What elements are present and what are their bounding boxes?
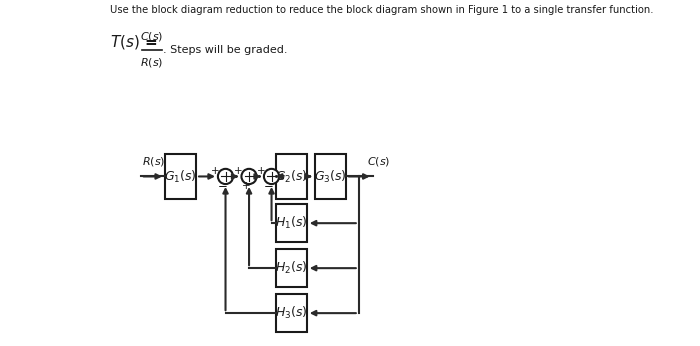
FancyBboxPatch shape bbox=[276, 204, 307, 242]
Text: $R(s)$: $R(s)$ bbox=[140, 56, 164, 70]
FancyBboxPatch shape bbox=[165, 154, 196, 199]
Circle shape bbox=[241, 169, 257, 184]
FancyBboxPatch shape bbox=[276, 154, 307, 199]
Text: −: − bbox=[218, 180, 228, 193]
Text: $H_3(s)$: $H_3(s)$ bbox=[275, 305, 307, 321]
Text: $H_2(s)$: $H_2(s)$ bbox=[275, 260, 307, 276]
Text: $T(s)$ =: $T(s)$ = bbox=[110, 33, 158, 51]
Circle shape bbox=[264, 169, 279, 184]
Text: $G_3(s)$: $G_3(s)$ bbox=[314, 169, 346, 184]
Text: $C(s)$: $C(s)$ bbox=[140, 30, 164, 43]
Text: +: + bbox=[241, 181, 250, 191]
Text: $G_1(s)$: $G_1(s)$ bbox=[164, 169, 197, 184]
Text: $C(s)$: $C(s)$ bbox=[368, 155, 391, 168]
Text: −: − bbox=[263, 180, 273, 193]
Text: $G_2(s)$: $G_2(s)$ bbox=[275, 169, 308, 184]
Text: . Steps will be graded.: . Steps will be graded. bbox=[162, 45, 287, 55]
FancyBboxPatch shape bbox=[276, 249, 307, 287]
Circle shape bbox=[218, 169, 233, 184]
FancyBboxPatch shape bbox=[276, 294, 307, 332]
Text: Use the block diagram reduction to reduce the block diagram shown in Figure 1 to: Use the block diagram reduction to reduc… bbox=[110, 5, 653, 15]
Text: +: + bbox=[234, 166, 243, 176]
Text: $R(s)$: $R(s)$ bbox=[143, 155, 166, 168]
Text: $H_1(s)$: $H_1(s)$ bbox=[275, 215, 307, 231]
Text: +: + bbox=[257, 166, 265, 176]
FancyBboxPatch shape bbox=[315, 154, 346, 199]
Text: +: + bbox=[211, 166, 220, 176]
